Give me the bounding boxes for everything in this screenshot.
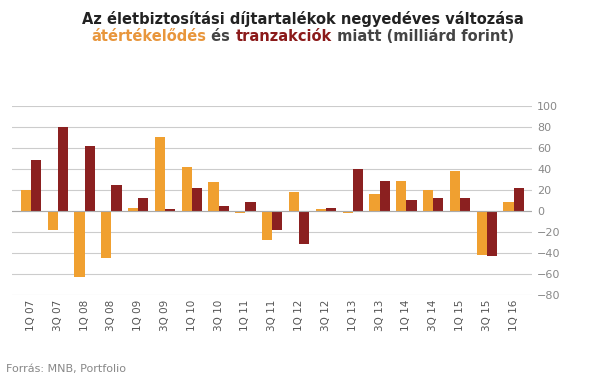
Bar: [289, 192, 299, 211]
Bar: [514, 188, 524, 211]
Bar: [48, 211, 57, 230]
Bar: [218, 206, 229, 211]
Bar: [353, 169, 363, 211]
Bar: [379, 181, 390, 211]
Bar: [31, 160, 41, 211]
Bar: [101, 211, 111, 258]
Text: Forrás: MNB, Portfolio: Forrás: MNB, Portfolio: [6, 364, 126, 374]
Bar: [262, 211, 272, 240]
Bar: [57, 127, 68, 211]
Bar: [342, 211, 353, 213]
Bar: [272, 211, 283, 230]
Bar: [128, 208, 138, 211]
Bar: [182, 167, 192, 211]
Bar: [369, 194, 379, 211]
Bar: [208, 183, 218, 211]
Bar: [433, 198, 443, 211]
Bar: [192, 188, 202, 211]
Bar: [316, 209, 326, 211]
Text: Az életbiztosítási díjtartalékok negyedéves változása: Az életbiztosítási díjtartalékok negyedé…: [82, 11, 523, 27]
Bar: [138, 198, 148, 211]
Bar: [477, 211, 487, 255]
Bar: [407, 200, 416, 211]
Bar: [21, 190, 31, 211]
Bar: [235, 211, 246, 213]
Bar: [299, 211, 309, 245]
Bar: [396, 181, 407, 211]
Text: és: és: [206, 29, 235, 44]
Text: tranzakciók: tranzakciók: [235, 29, 332, 44]
Bar: [165, 209, 175, 211]
Bar: [74, 211, 85, 277]
Text: átértékelődés: átértékelődés: [91, 29, 206, 44]
Text: miatt (milliárd forint): miatt (milliárd forint): [332, 29, 514, 44]
Bar: [450, 171, 460, 211]
Bar: [111, 184, 122, 211]
Bar: [85, 146, 95, 211]
Bar: [326, 208, 336, 211]
Bar: [487, 211, 497, 256]
Bar: [460, 198, 470, 211]
Bar: [423, 190, 433, 211]
Bar: [503, 203, 514, 211]
Bar: [155, 137, 165, 211]
Bar: [246, 203, 256, 211]
